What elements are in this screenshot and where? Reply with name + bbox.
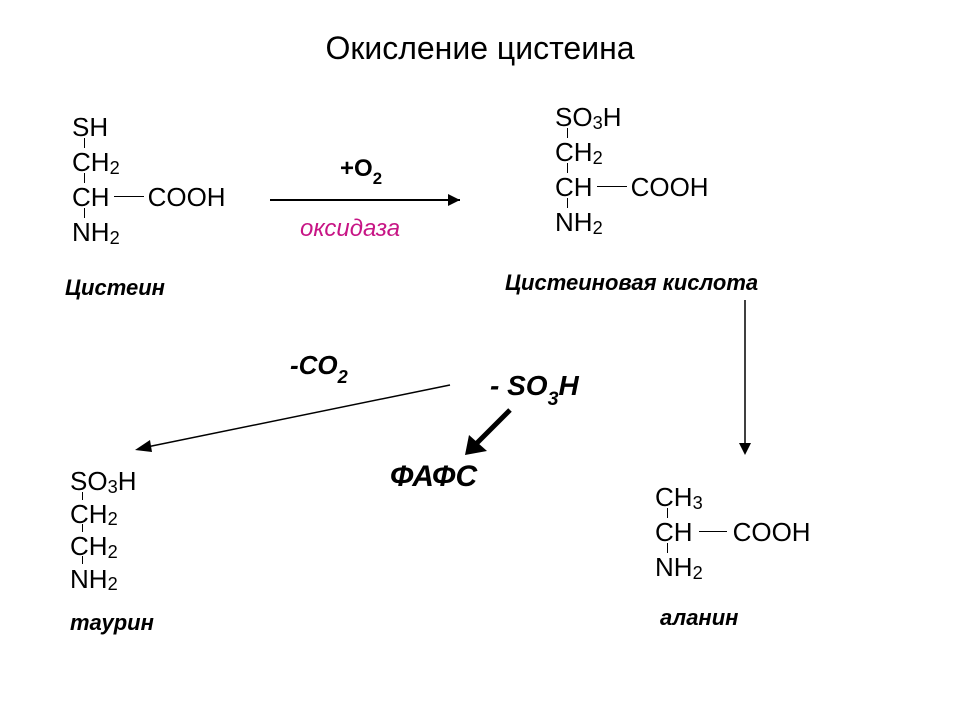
ca-cooh: COOH	[631, 170, 709, 205]
tau-ch2b: 2	[108, 508, 118, 531]
enzyme-label: оксидаза	[300, 215, 400, 243]
cys-ch2b: 2	[110, 156, 120, 181]
so3h-a: - SO	[490, 370, 548, 401]
so3h-c: H	[558, 370, 578, 401]
ala-cooh: COOH	[733, 515, 811, 550]
tau-ch2d: 2	[108, 541, 118, 564]
ca-ch: CH	[555, 170, 593, 205]
co2-b: 2	[338, 367, 348, 387]
tau-so3a: SO	[70, 465, 108, 498]
cys-vbond1	[84, 138, 85, 148]
ala-ch: CH	[655, 515, 693, 550]
ala-vbond2	[667, 543, 668, 553]
ala-nh2a: NH	[655, 550, 693, 585]
cysteine-name: Цистеин	[65, 275, 165, 301]
page-title: Окисление цистеина	[0, 30, 960, 67]
ca-so3b: 3	[593, 111, 603, 136]
cys-ch2a: CH	[72, 145, 110, 180]
o2-a: +О	[340, 155, 373, 182]
tau-ch2a: CH	[70, 498, 108, 531]
tau-vbond2	[82, 524, 83, 532]
ala-bond-h	[699, 531, 727, 532]
so3h-annot: - SO3H	[490, 370, 579, 408]
ca-vbond1	[567, 128, 568, 138]
cysteic-acid-name: Цистеиновая кислота	[505, 270, 758, 296]
cys-nh2a: NH	[72, 215, 110, 250]
alanine-formula: CH3 CH COOH NH2	[655, 480, 811, 585]
cys-vbond2	[84, 173, 85, 183]
fafs-label: ФАФС	[390, 460, 477, 494]
arrow-to-taurine	[130, 380, 460, 460]
ala-ch3b: 3	[693, 491, 703, 516]
ca-vbond2	[567, 163, 568, 173]
cys-bond-h	[114, 196, 144, 197]
ala-vbond1	[667, 508, 668, 518]
ala-nh2b: 2	[693, 561, 703, 586]
co2-a: -СО	[290, 350, 338, 380]
cysteine-formula: SH CH2 CH COOH NH2	[72, 110, 226, 250]
cys-sh: SH	[72, 110, 108, 145]
ca-so3a: SO	[555, 100, 593, 135]
o2-b: 2	[373, 169, 382, 188]
tau-so3b: 3	[108, 476, 118, 499]
tau-vbond1	[82, 492, 83, 500]
tau-vbond3	[82, 556, 83, 564]
taurine-formula: SO3H CH2 CH2 NH2	[70, 465, 136, 595]
o2-label: +О2	[340, 155, 382, 187]
tau-so3c: H	[118, 465, 137, 498]
tau-nh2a: NH	[70, 563, 108, 596]
co2-annot: -СО2	[290, 350, 348, 385]
arrow-to-alanine	[730, 300, 760, 460]
ca-ch2b: 2	[593, 146, 603, 171]
ala-ch3a: CH	[655, 480, 693, 515]
cysteic-acid-formula: SO3H CH2 CH COOH NH2	[555, 100, 709, 240]
so3h-b: 3	[548, 388, 559, 410]
arrow-to-fafs	[455, 405, 525, 465]
alanine-name: аланин	[660, 605, 738, 631]
tau-nh2b: 2	[108, 573, 118, 596]
ca-ch2a: CH	[555, 135, 593, 170]
cys-nh2b: 2	[110, 226, 120, 251]
ca-nh2a: NH	[555, 205, 593, 240]
tau-ch2c: CH	[70, 530, 108, 563]
cys-vbond3	[84, 208, 85, 218]
reaction-arrow-1	[270, 190, 470, 210]
taurine-name: таурин	[70, 610, 154, 636]
ca-so3c: H	[603, 100, 622, 135]
ca-vbond3	[567, 198, 568, 208]
ca-nh2b: 2	[593, 216, 603, 241]
cys-ch: CH	[72, 180, 110, 215]
ca-bond-h	[597, 186, 627, 187]
cys-cooh: COOH	[148, 180, 226, 215]
